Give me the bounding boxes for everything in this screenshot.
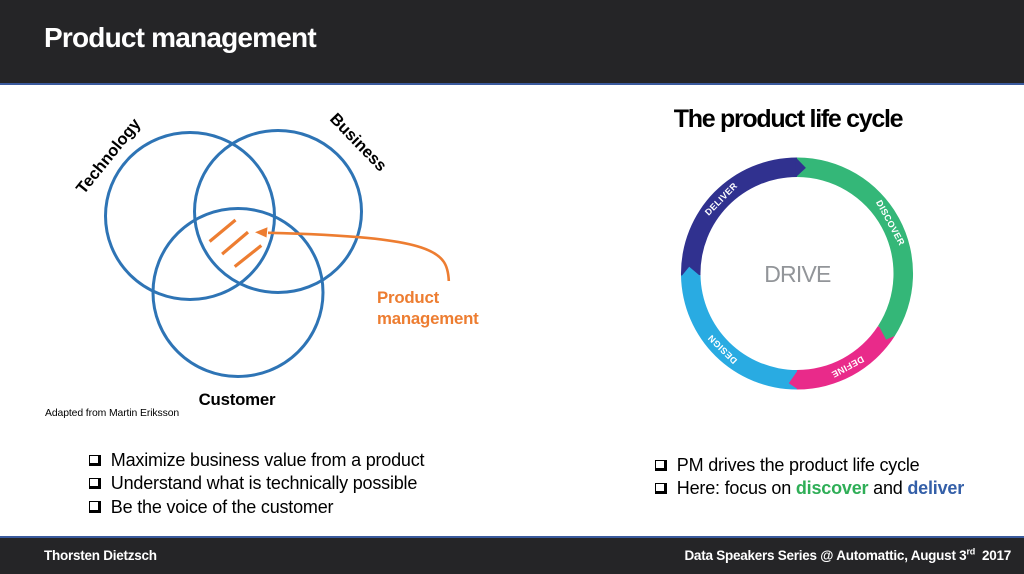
svg-text:Technology: Technology [73, 115, 145, 198]
svg-text:DRIVE: DRIVE [764, 261, 831, 287]
svg-text:Business: Business [326, 110, 390, 175]
